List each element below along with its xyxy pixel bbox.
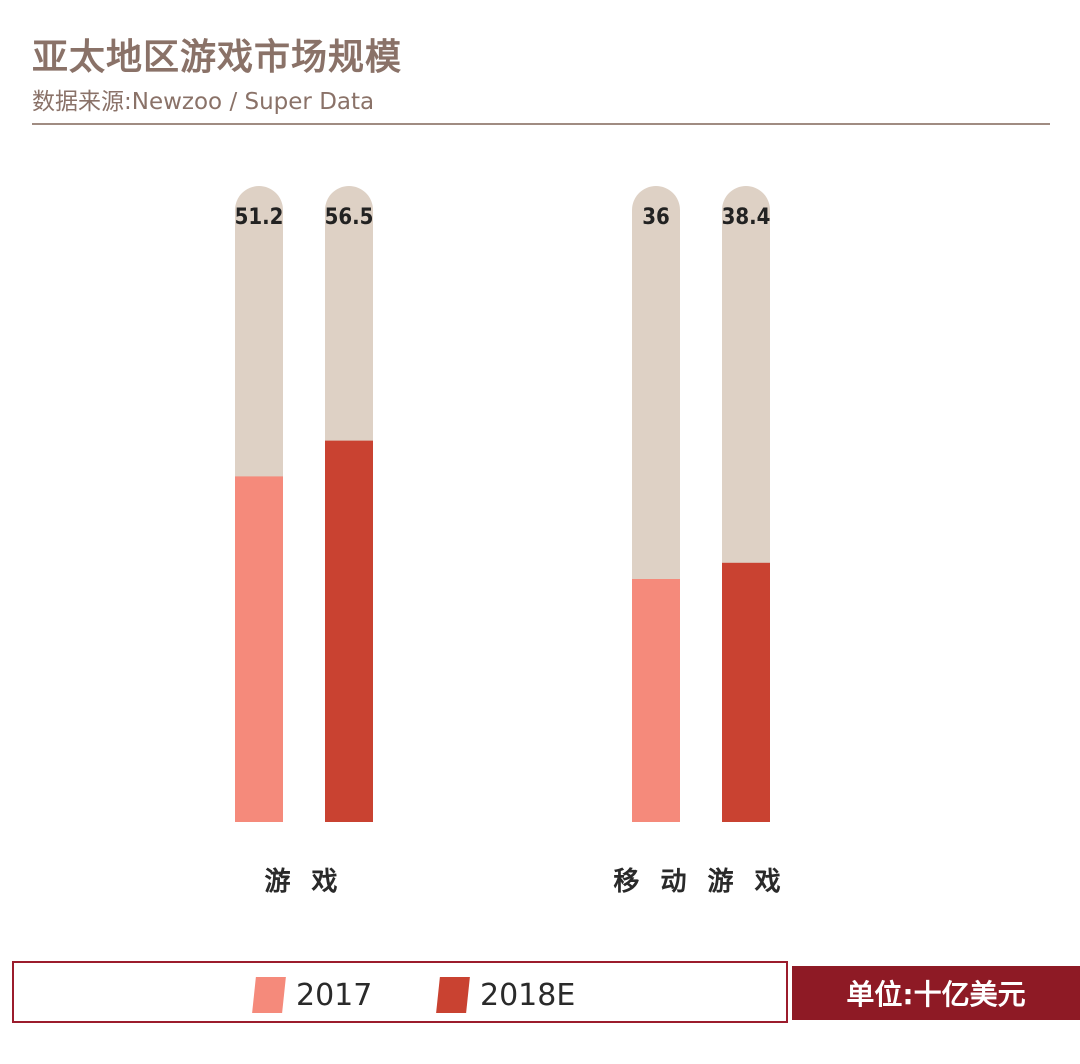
bars-group: [235, 186, 770, 822]
bar-1-1: [722, 562, 770, 822]
legend-label-2018E: 2018E: [480, 977, 576, 1013]
bar-0-1: [325, 440, 373, 822]
category-labels-group: 游 戏移 动 游 戏: [264, 867, 786, 897]
legend-item-2018E: 2018E: [436, 977, 576, 1013]
legend-item-2017: 2017: [252, 977, 373, 1013]
legend: 2017 2018E: [12, 961, 788, 1023]
value-labels-group: 51.2 56.5 36 38.4: [235, 205, 771, 230]
unit-label: 单位:十亿美元: [792, 966, 1080, 1020]
header-divider: [32, 123, 1050, 125]
value-label-1-0: 36: [642, 205, 670, 230]
chart-title: 亚太地区游戏市场规模: [32, 37, 403, 78]
category-label-1: 移 动 游 戏: [613, 867, 786, 897]
bar-chart: 51.2 56.5 36 38.4 游 戏 移 动 游 戏: [235, 186, 786, 897]
bar-1-0: [632, 579, 680, 822]
legend-label-2017: 2017: [296, 977, 373, 1013]
chart-source: 数据来源:Newzoo / Super Data: [32, 89, 375, 115]
value-label-1-1: 38.4: [722, 205, 771, 230]
value-label-0-1: 56.5: [325, 205, 374, 230]
category-label-0: 游 戏: [264, 867, 343, 897]
legend-swatch-2018E: [436, 977, 470, 1013]
bar-0-0: [235, 476, 283, 822]
value-label-0-0: 51.2: [235, 205, 284, 230]
legend-swatch-2017: [252, 977, 286, 1013]
